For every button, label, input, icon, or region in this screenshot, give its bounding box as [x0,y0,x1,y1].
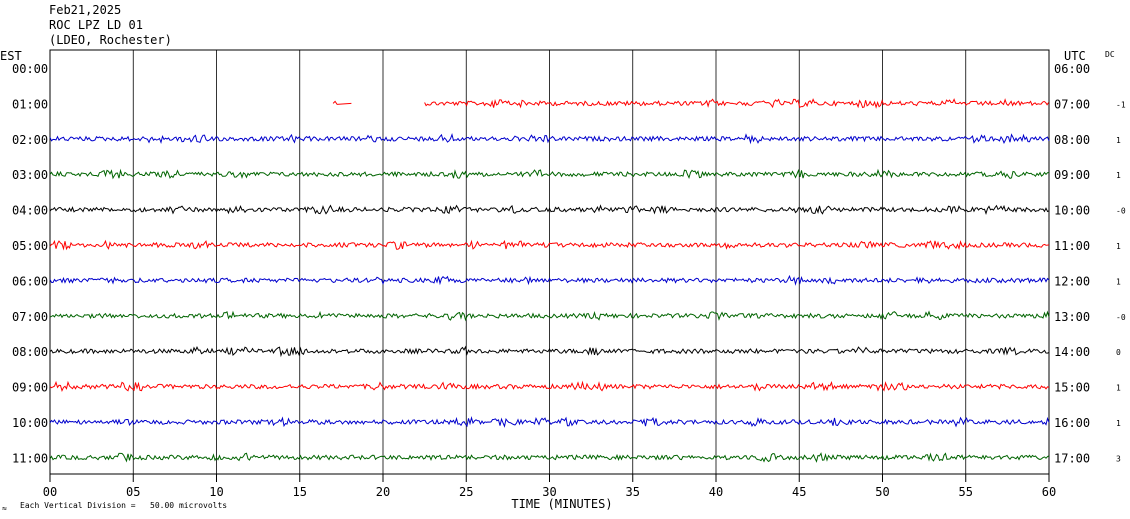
trace-row-4-segment-0 [49,204,1050,215]
trace-row-11-segment-0 [49,452,1050,463]
utc-hour-label: 10:00 [1054,204,1090,218]
dc-offset-value: 1 [1116,277,1121,286]
dc-column-label: DC [1105,50,1115,59]
x-tick-label-40: 40 [709,485,723,499]
trace-row-10-segment-0 [49,416,1050,428]
x-tick-label-30: 30 [542,485,556,499]
est-hour-label: 01:00 [12,97,48,111]
utc-axis-label: UTC [1064,49,1086,63]
utc-hour-label: 09:00 [1054,168,1090,182]
trace-row-5-segment-0 [49,239,1050,251]
scale-symbol-icon: ≈ [2,504,7,513]
dc-offset-value: 1 [1116,171,1121,180]
dc-offset-value: 1 [1116,419,1121,428]
est-hour-label: 11:00 [12,451,48,465]
est-hour-label: 04:00 [12,204,48,218]
network-title: (LDEO, Rochester) [49,33,172,47]
trace-row-9-segment-0 [49,380,1050,393]
est-hour-label: 05:00 [12,239,48,253]
chart-grid [49,49,1050,482]
x-tick-label-00: 00 [43,485,57,499]
trace-row-2-segment-0 [49,133,1050,145]
est-hour-label: 00:00 [12,62,48,76]
est-hour-label: 10:00 [12,416,48,430]
x-tick-label-25: 25 [459,485,473,499]
x-tick-label-10: 10 [209,485,223,499]
est-hour-label: 09:00 [12,381,48,395]
est-hour-label: 06:00 [12,274,48,288]
utc-hour-label: 12:00 [1054,274,1090,288]
date-title: Feb21,2025 [49,3,122,17]
utc-hour-label: 08:00 [1054,133,1090,147]
dc-offset-value: 1 [1116,384,1121,393]
dc-offset-value: -0 [1116,313,1126,322]
est-hour-label: 08:00 [12,345,48,359]
x-tick-label-35: 35 [626,485,640,499]
x-tick-label-60: 60 [1042,485,1056,499]
x-tick-label-05: 05 [126,485,140,499]
x-tick-label-55: 55 [959,485,973,499]
x-tick-label-45: 45 [792,485,806,499]
dc-offset-value: 0 [1116,348,1121,357]
utc-hour-label: 15:00 [1054,381,1090,395]
utc-hour-label: 17:00 [1054,451,1090,465]
x-tick-label-50: 50 [875,485,889,499]
seismic-traces [49,98,1050,463]
x-tick-label-15: 15 [293,485,307,499]
dc-offset-value: 1 [1116,136,1121,145]
trace-row-1-segment-0 [332,100,352,105]
station-title: ROC LPZ LD 01 [49,18,143,32]
est-hour-label: 03:00 [12,168,48,182]
utc-hour-label: 11:00 [1054,239,1090,253]
trace-row-7-segment-0 [49,310,1050,322]
utc-hour-label: 07:00 [1054,97,1090,111]
trace-row-3-segment-0 [49,168,1050,180]
x-tick-label-20: 20 [376,485,390,499]
dc-offset-value: -1 [1116,100,1126,109]
utc-hour-label: 13:00 [1054,310,1090,324]
x-axis-title: TIME (MINUTES) [511,497,612,511]
est-hour-label: 02:00 [12,133,48,147]
utc-hour-label: 06:00 [1054,62,1090,76]
trace-row-6-segment-0 [49,274,1050,286]
dc-offset-value: 1 [1116,242,1121,251]
utc-hour-label: 14:00 [1054,345,1090,359]
scale-note: Each Vertical Division = 50.00 microvolt… [20,501,227,510]
trace-row-1-segment-1 [424,98,1050,109]
dc-offset-value: -0 [1116,207,1126,216]
dc-offset-value: 3 [1116,454,1121,463]
utc-hour-label: 16:00 [1054,416,1090,430]
est-axis-label: EST [0,49,22,63]
trace-row-8-segment-0 [49,345,1050,358]
est-hour-label: 07:00 [12,310,48,324]
